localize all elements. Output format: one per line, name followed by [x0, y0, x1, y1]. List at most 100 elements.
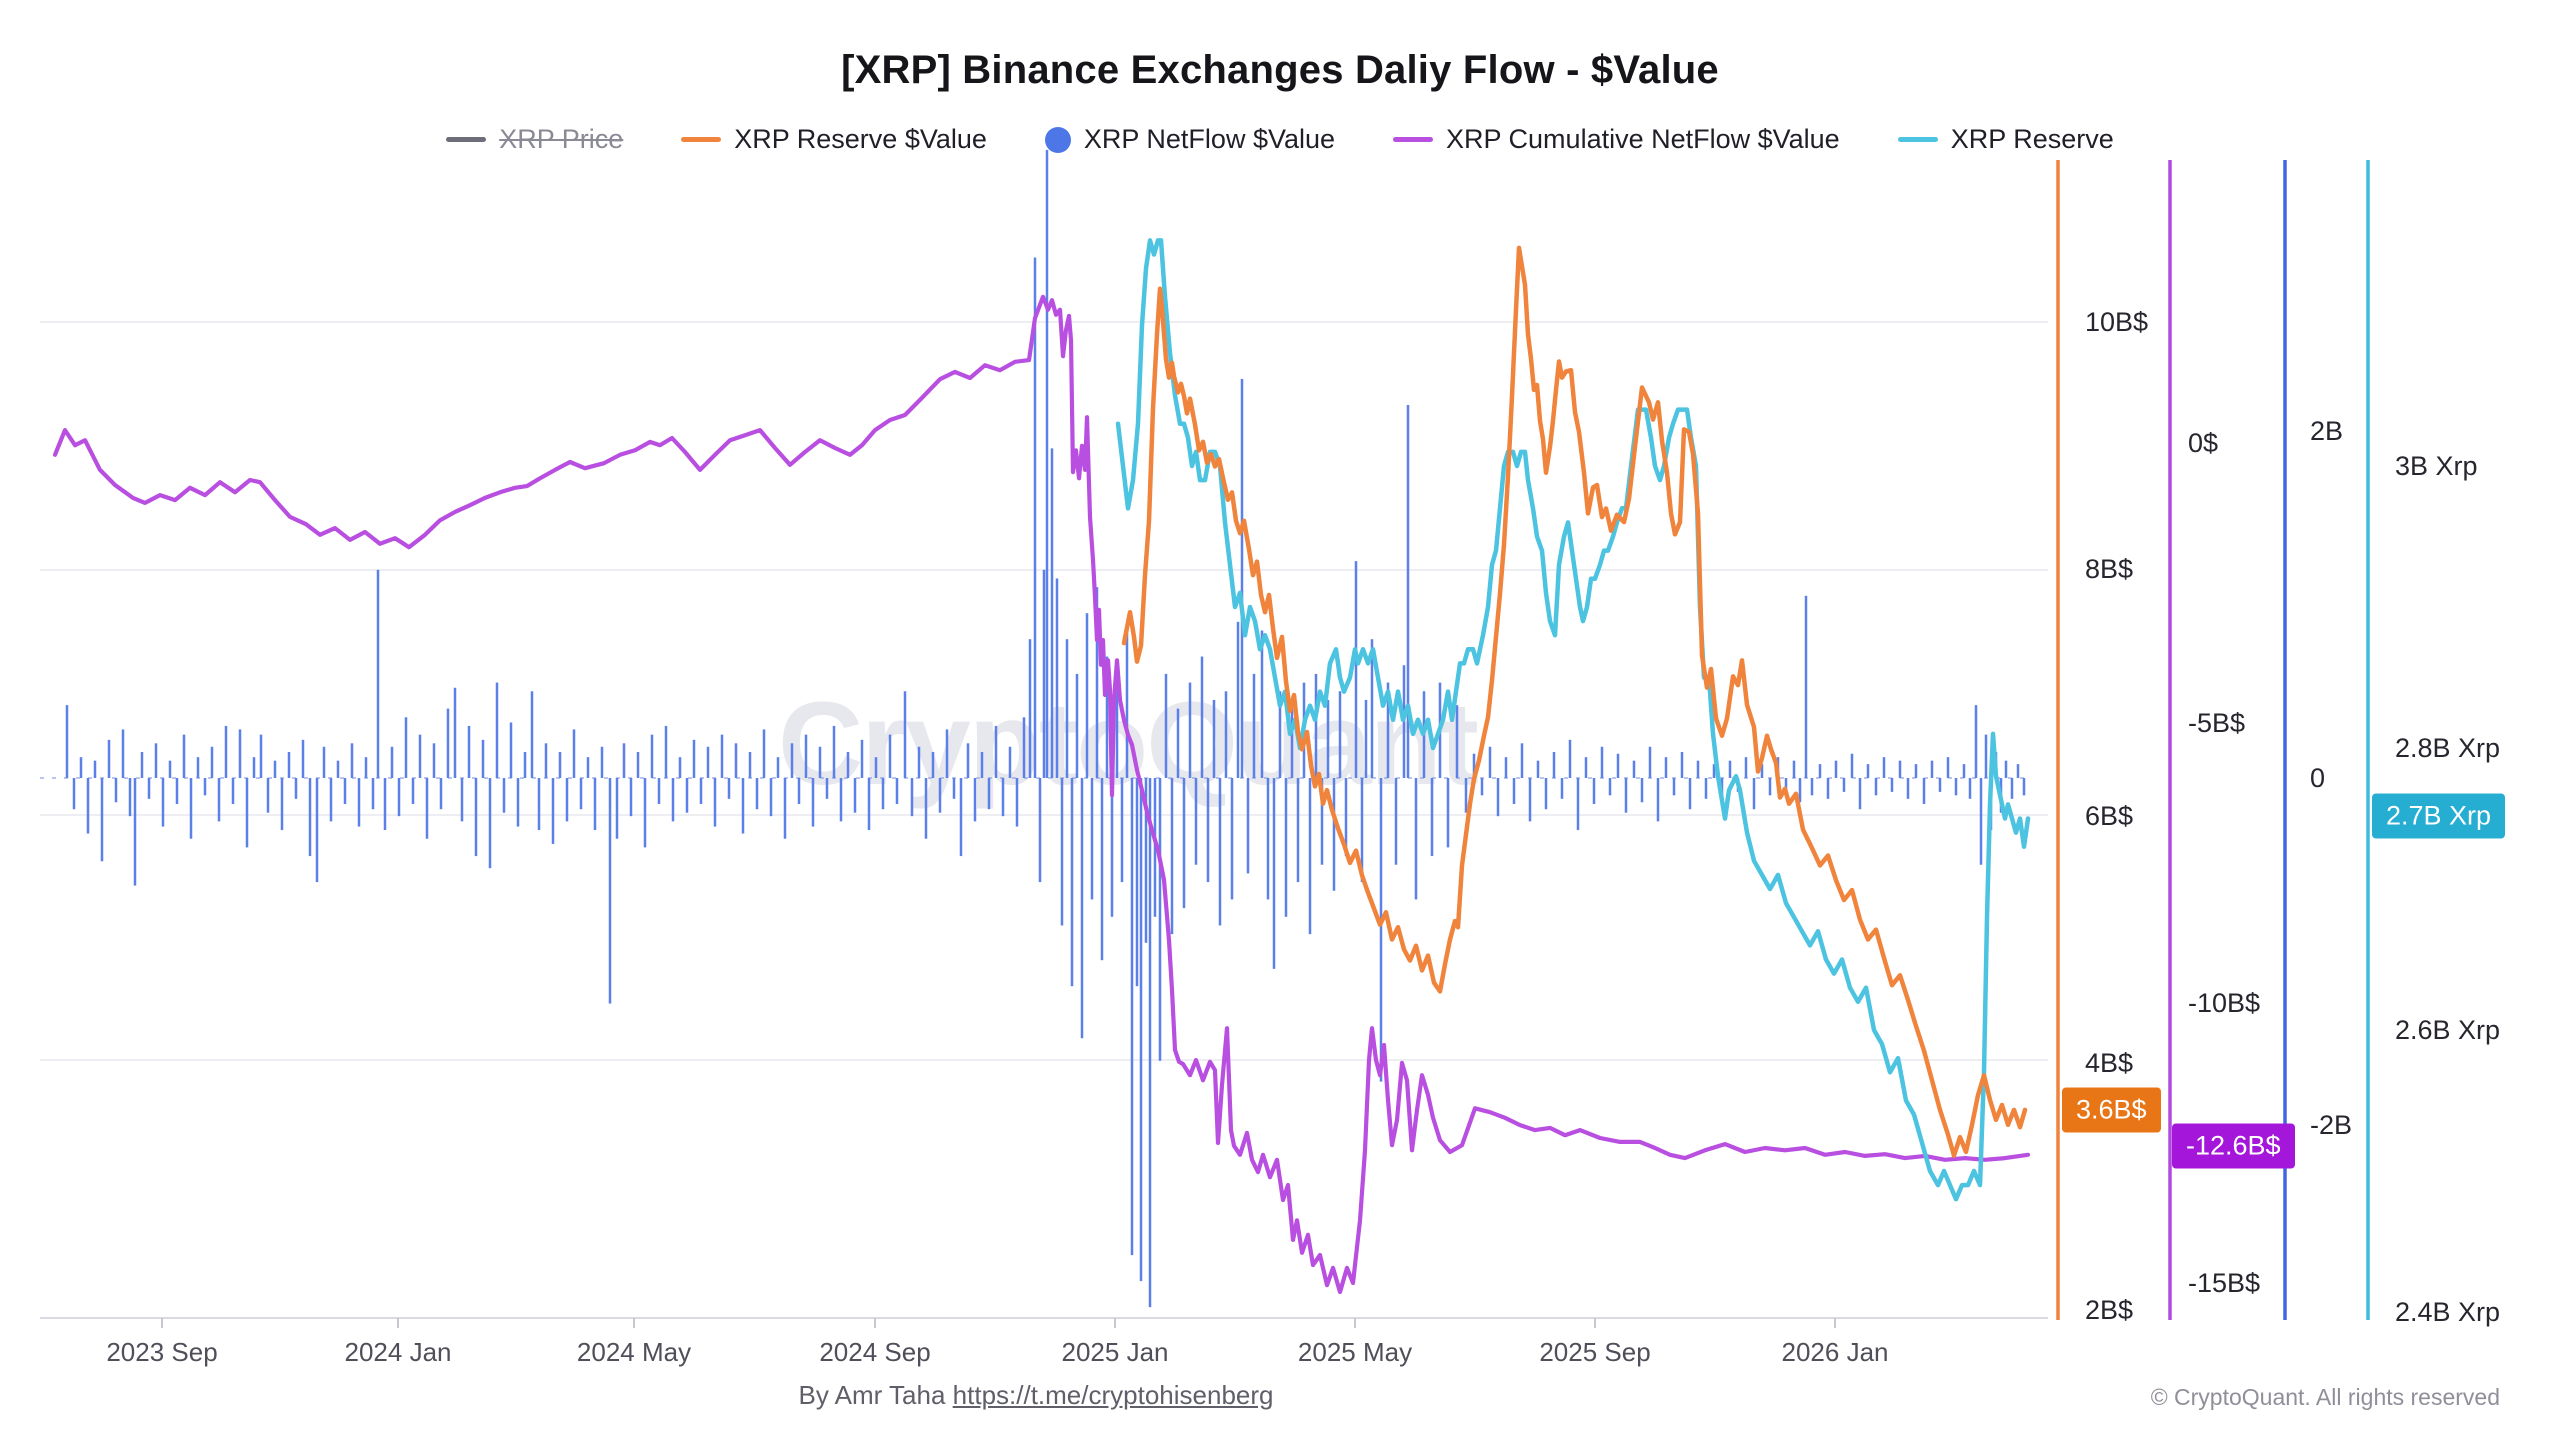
netflow-bar	[168, 760, 172, 778]
netflow-bar	[1379, 778, 1383, 1082]
netflow-bar	[107, 739, 111, 778]
netflow-bar	[1125, 630, 1129, 778]
netflow-bar	[315, 778, 319, 883]
netflow-bar	[1640, 778, 1644, 803]
netflow-bar	[1616, 753, 1620, 778]
netflow-bar	[1962, 764, 1966, 778]
netflow-bar	[1544, 778, 1548, 810]
netflow-bar	[453, 687, 457, 778]
byline-text: By Amr Taha	[798, 1380, 953, 1410]
axis-tick-label-cum_netflow_usd: -15B$	[2188, 1268, 2260, 1298]
netflow-bar	[1792, 760, 1796, 778]
netflow-bar	[446, 708, 450, 778]
series-line-xrp_reserve_xrp	[1115, 238, 2031, 1202]
legend-label-xrp-reserve-usd: XRP Reserve $Value	[734, 124, 987, 154]
netflow-bar	[1065, 639, 1069, 778]
netflow-bar	[1015, 778, 1019, 827]
netflow-bar	[1260, 630, 1264, 778]
netflow-bar	[1240, 378, 1244, 778]
netflow-bar	[608, 778, 612, 1004]
netflow-bar	[762, 729, 766, 778]
netflow-bar	[1028, 639, 1032, 778]
axis-tick-label-reserve_usd: 2B$	[2085, 1295, 2133, 1325]
netflow-bar	[917, 746, 921, 778]
netflow-bar	[1406, 404, 1410, 778]
netflow-bar	[1826, 778, 1830, 799]
netflow-bar	[86, 778, 90, 834]
chart-legend: XRP Price XRP Reserve $Value XRP NetFlow $…	[0, 124, 2560, 155]
netflow-bar	[322, 746, 326, 778]
netflow-bar	[579, 778, 583, 810]
netflow-bar	[1664, 757, 1668, 778]
netflow-bar	[1135, 778, 1139, 987]
netflow-bar	[1230, 778, 1234, 900]
netflow-bar	[699, 778, 703, 805]
legend-label-xrp-reserve-xrp: XRP Reserve	[1950, 124, 2114, 154]
legend-item-xrp-cum-netflow-usd[interactable]: XRP Cumulative NetFlow $Value	[1393, 124, 1840, 155]
legend-item-xrp-netflow-usd[interactable]: XRP NetFlow $Value	[1044, 124, 1335, 155]
netflow-bar	[1386, 682, 1390, 778]
legend-item-xrp-price[interactable]: XRP Price	[446, 124, 623, 155]
netflow-bar	[308, 778, 312, 857]
netflow-bar	[1480, 778, 1484, 796]
netflow-bar	[100, 778, 104, 862]
netflow-bar	[1552, 751, 1556, 778]
axis-tick-label-reserve_xrp: 2.8B Xrp	[2395, 733, 2500, 763]
netflow-bar	[432, 743, 436, 778]
netflow-bar	[1656, 778, 1660, 822]
netflow-bar	[1022, 717, 1026, 778]
netflow-bar	[1608, 778, 1612, 796]
netflow-bar	[720, 734, 724, 778]
netflow-bar	[910, 778, 914, 817]
netflow-bar	[182, 734, 186, 778]
netflow-bar	[1672, 778, 1676, 796]
netflow-bar	[1455, 705, 1459, 778]
legend-item-xrp-reserve-usd[interactable]: XRP Reserve $Value	[681, 124, 987, 155]
netflow-bar	[1252, 673, 1256, 778]
netflow-bar	[1882, 757, 1886, 778]
netflow-bar	[1898, 760, 1902, 778]
netflow-bar	[1188, 682, 1192, 778]
netflow-bar	[530, 691, 534, 778]
netflow-bar	[2016, 764, 2020, 778]
x-tick-label: 2024 Jan	[345, 1337, 452, 1367]
netflow-bar	[1968, 778, 1972, 799]
netflow-bar	[1001, 778, 1005, 817]
x-tick-label: 2024 Sep	[819, 1337, 930, 1367]
netflow-bar	[1042, 569, 1046, 778]
netflow-bar	[706, 746, 710, 778]
netflow-bar	[1858, 778, 1862, 810]
netflow-bar	[1512, 778, 1516, 805]
axis-tick-label-reserve_xrp: 3B Xrp	[2395, 451, 2478, 481]
byline-link[interactable]: https://t.me/cryptohisenberg	[952, 1380, 1274, 1410]
netflow-bar	[390, 746, 394, 778]
legend-marker-xrp-reserve-xrp-icon	[1897, 137, 1938, 142]
netflow-bar	[741, 778, 745, 834]
netflow-bar	[825, 778, 829, 799]
legend-item-xrp-reserve-xrp[interactable]: XRP Reserve	[1897, 124, 2114, 155]
netflow-bar	[931, 751, 935, 778]
netflow-bar	[1308, 778, 1312, 935]
netflow-bar	[1488, 746, 1492, 778]
netflow-bar	[959, 778, 963, 857]
netflow-bar	[994, 725, 998, 778]
netflow-bar	[1632, 760, 1636, 778]
netflow-bar	[1344, 778, 1348, 857]
netflow-bar	[987, 778, 991, 810]
netflow-bar	[1354, 561, 1358, 778]
netflow-bar	[210, 746, 214, 778]
netflow-bar	[748, 751, 752, 778]
netflow-bar	[1218, 778, 1222, 926]
netflow-bar	[294, 778, 298, 799]
netflow-bar	[1688, 778, 1692, 810]
netflow-bar	[924, 778, 928, 839]
legend-label-xrp-price: XRP Price	[499, 124, 624, 154]
netflow-bar	[537, 778, 541, 831]
x-tick-label: 2025 Jan	[1062, 1337, 1169, 1367]
netflow-bar	[713, 778, 717, 827]
netflow-bar	[973, 778, 977, 822]
netflow-bar	[657, 778, 661, 805]
netflow-bar	[1560, 778, 1564, 799]
